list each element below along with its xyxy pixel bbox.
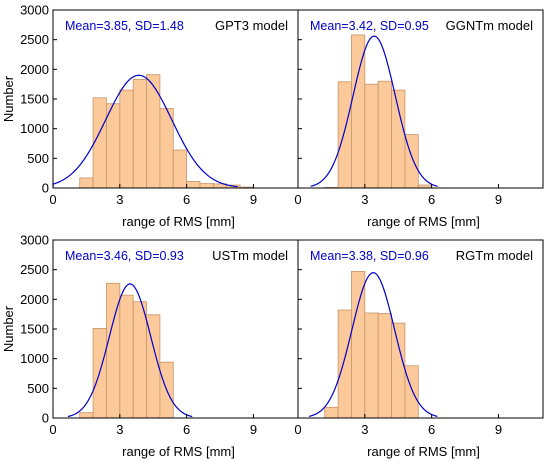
histogram-bar: [337, 309, 352, 419]
x-tick-label: 0: [49, 192, 56, 207]
x-tick-label: 9: [495, 422, 502, 437]
x-tick-label: 3: [361, 192, 368, 207]
y-tick-label: 2500: [20, 32, 49, 47]
chart-panel-3: 0 3 6 9 0 500 1000 1500 2000 2500 3000 range of RMS…: [1, 233, 299, 459]
stats-annotation: Mean=3.85, SD=1.48: [65, 19, 184, 33]
x-tick-label: 3: [116, 192, 123, 207]
y-axis-label: Number: [1, 305, 16, 352]
x-tick-label: 3: [116, 422, 123, 437]
histogram-bar: [119, 89, 134, 189]
histogram-bar: [364, 312, 379, 419]
x-tick-label: 9: [495, 192, 502, 207]
histogram-bar: [364, 83, 379, 189]
normal-fit-curve: [52, 74, 238, 188]
histogram-bar: [132, 79, 147, 189]
x-tick-label: 0: [294, 192, 301, 207]
y-tick-label: 0: [42, 411, 49, 426]
y-tick-label: 500: [27, 381, 49, 396]
histogram-bar: [324, 406, 339, 419]
x-tick-label: 9: [250, 422, 257, 437]
model-label: GPT3 model: [215, 18, 288, 33]
y-axis-label: Number: [1, 75, 16, 122]
x-axis-label: range of RMS [mm]: [367, 444, 480, 459]
histogram-bar: [351, 271, 366, 419]
chart-panel-2: 0 3 6 9 range of RMS [mm] Mean=3.42, SD=0.95 G…: [294, 9, 544, 229]
y-tick-label: 3000: [20, 233, 49, 248]
y-tick-label: 2000: [20, 292, 49, 307]
histogram-bar: [79, 412, 94, 419]
histogram-bar: [132, 301, 147, 419]
y-tick-label: 0: [42, 181, 49, 196]
histogram-bar: [159, 108, 174, 189]
model-label: RGTm model: [456, 248, 533, 263]
histogram-bar: [106, 103, 121, 189]
x-axis-label: range of RMS [mm]: [122, 214, 235, 229]
x-axis-label: range of RMS [mm]: [367, 214, 480, 229]
histogram-bar: [377, 80, 392, 189]
histogram-bar: [391, 89, 406, 189]
histogram-bar: [404, 365, 419, 419]
x-tick-label: 6: [183, 192, 190, 207]
x-tick-label: 9: [250, 192, 257, 207]
histogram-bar: [391, 322, 406, 419]
x-tick-label: 6: [428, 192, 435, 207]
plot-frame: [52, 239, 299, 419]
x-tick-label: 3: [361, 422, 368, 437]
chart-panel-4: 0 3 6 9 range of RMS [mm] Mean=3.38, SD=0.96 R…: [294, 239, 544, 459]
chart-panel-1: 0 3 6 9 0 500 1000 1500 2000 2500 3000 range of RMS…: [1, 3, 299, 229]
histogram-bar: [79, 177, 94, 189]
x-tick-label: 0: [294, 422, 301, 437]
y-tick-label: 1500: [20, 92, 49, 107]
histogram-bar: [199, 183, 214, 189]
normal-fit-curve: [308, 272, 438, 417]
histogram-bar: [119, 294, 134, 419]
normal-fit-curve: [310, 35, 438, 187]
plot-frame: [297, 239, 544, 419]
y-tick-label: 3000: [20, 3, 49, 18]
x-axis-label: range of RMS [mm]: [122, 444, 235, 459]
y-tick-label: 1000: [20, 351, 49, 366]
histogram-bar: [377, 313, 392, 419]
histogram-bar: [186, 181, 201, 189]
x-tick-label: 6: [183, 422, 190, 437]
stats-annotation: Mean=3.46, SD=0.93: [65, 249, 184, 263]
model-label: USTm model: [212, 248, 288, 263]
stats-annotation: Mean=3.38, SD=0.96: [310, 249, 429, 263]
x-tick-label: 6: [428, 422, 435, 437]
x-tick-label: 0: [49, 422, 56, 437]
stats-annotation: Mean=3.42, SD=0.95: [310, 19, 429, 33]
histogram-bar: [337, 81, 352, 189]
y-tick-label: 1500: [20, 322, 49, 337]
normal-fit-curve: [67, 283, 193, 418]
histogram-bar: [172, 149, 188, 189]
y-tick-label: 1000: [20, 121, 49, 136]
y-tick-label: 2500: [20, 262, 49, 277]
model-label: GGNTm model: [446, 18, 534, 33]
y-tick-label: 500: [27, 151, 49, 166]
y-tick-label: 2000: [20, 62, 49, 77]
histogram-bar: [92, 97, 107, 189]
